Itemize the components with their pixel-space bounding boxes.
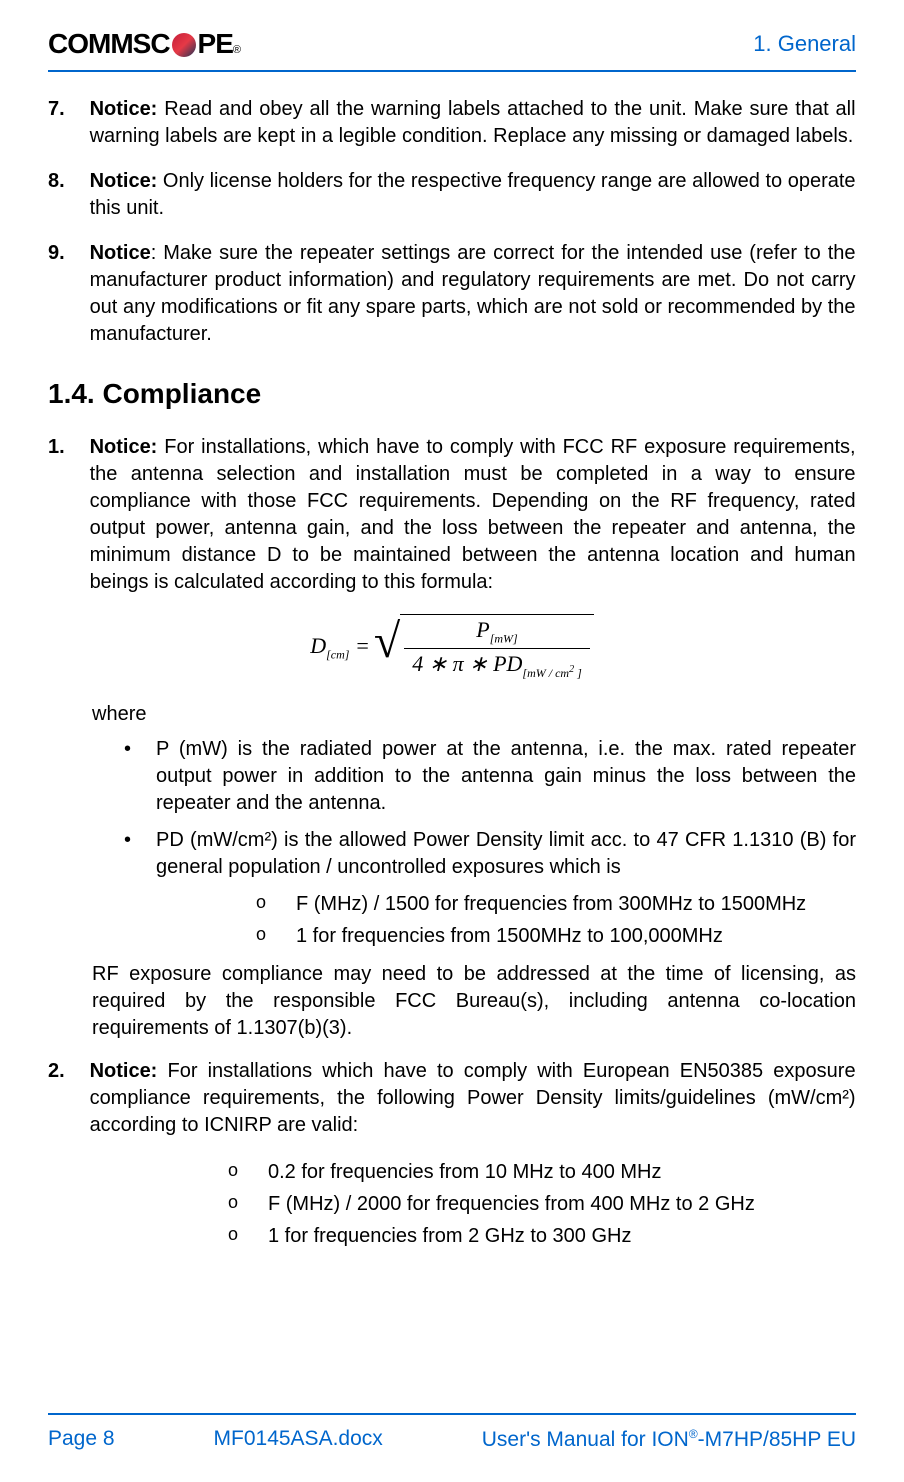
item-label: Notice:: [90, 436, 158, 458]
item-content: Notice: Make sure the repeater settings …: [84, 240, 856, 348]
sub-item: 1 for frequencies from 2 GHz to 300 GHz: [228, 1221, 856, 1251]
item-content: Notice: For installations, which have to…: [84, 434, 856, 596]
item-text: For installations which have to comply w…: [90, 1060, 856, 1136]
company-logo: COMMSC PE ®: [48, 28, 240, 60]
manual-title: User's Manual for ION®-M7HP/85HP EU: [482, 1427, 856, 1452]
item-text: : Make sure the repeater settings are co…: [90, 242, 856, 345]
d-sub: [cm]: [326, 647, 349, 661]
p-var: P: [476, 617, 489, 642]
rf-exposure-para: RF exposure compliance may need to be ad…: [92, 961, 856, 1042]
compliance-2: 2. Notice: For installations which have …: [48, 1058, 856, 1139]
notice-7: 7. Notice: Read and obey all the warning…: [48, 96, 856, 150]
sqrt-content: P[mW] 4 ∗ π ∗ PD[mW / cm2 ]: [400, 614, 594, 681]
sub-item: F (MHz) / 2000 for frequencies from 400 …: [228, 1189, 856, 1219]
pd-var: PD: [493, 651, 522, 676]
formula-left: D[cm] =: [310, 633, 370, 662]
item-label: Notice:: [90, 98, 158, 120]
bullet-item-p: P (mW) is the radiated power at the ante…: [124, 736, 856, 817]
globe-icon: [172, 33, 196, 57]
item-label: Notice:: [90, 1060, 158, 1082]
item-text: Read and obey all the warning labels att…: [90, 98, 856, 147]
sub-item: 1 for frequencies from 1500MHz to 100,00…: [256, 921, 856, 951]
item-number: 2.: [48, 1058, 78, 1085]
sub-item: 0.2 for frequencies from 10 MHz to 400 M…: [228, 1157, 856, 1187]
page-header: COMMSC PE ® 1. General: [48, 28, 856, 60]
logo-text-1: COMMSC: [48, 28, 170, 60]
denom-prefix: 4 ∗ π ∗: [412, 651, 493, 676]
sqrt-icon: √: [374, 628, 400, 695]
distance-formula: D[cm] = √ P[mW] 4 ∗ π ∗ PD[mW / cm2 ]: [48, 614, 856, 681]
section-label: 1. General: [753, 31, 856, 57]
where-label: where: [92, 703, 856, 726]
equals: =: [349, 633, 369, 658]
item-content: Notice: For installations which have to …: [84, 1058, 856, 1139]
bullet-list: P (mW) is the radiated power at the ante…: [124, 736, 856, 951]
item-number: 1.: [48, 434, 78, 461]
page-number: Page 8: [48, 1427, 115, 1452]
logo-text-2: PE: [198, 28, 233, 60]
page-footer: Page 8 MF0145ASA.docx User's Manual for …: [48, 1413, 856, 1452]
item-number: 8.: [48, 168, 78, 195]
item-text: Only license holders for the respective …: [90, 170, 856, 219]
item-label: Notice: [90, 242, 151, 264]
item-number: 9.: [48, 240, 78, 267]
bullet-item-pd: PD (mW/cm²) is the allowed Power Density…: [124, 827, 856, 951]
compliance-1: 1. Notice: For installations, which have…: [48, 434, 856, 596]
item-content: Notice: Only license holders for the res…: [84, 168, 856, 222]
header-divider: [48, 70, 856, 72]
sqrt-wrap: √ P[mW] 4 ∗ π ∗ PD[mW / cm2 ]: [374, 614, 594, 681]
notice-8: 8. Notice: Only license holders for the …: [48, 168, 856, 222]
sub-item: F (MHz) / 1500 for frequencies from 300M…: [256, 889, 856, 919]
sublist-pd: F (MHz) / 1500 for frequencies from 300M…: [256, 889, 856, 951]
logo-registered: ®: [233, 44, 240, 56]
item-text: For installations, which have to comply …: [90, 436, 856, 593]
item-label: Notice:: [90, 170, 158, 192]
frac-denominator: 4 ∗ π ∗ PD[mW / cm2 ]: [404, 649, 590, 680]
p-sub: [mW]: [490, 631, 518, 645]
doc-filename: MF0145ASA.docx: [214, 1427, 383, 1452]
d-var: D: [310, 633, 326, 658]
notice-9: 9. Notice: Make sure the repeater settin…: [48, 240, 856, 348]
sublist-icnirp: 0.2 for frequencies from 10 MHz to 400 M…: [228, 1157, 856, 1251]
compliance-heading: 1.4. Compliance: [48, 378, 856, 410]
item-number: 7.: [48, 96, 78, 123]
footer-divider: [48, 1413, 856, 1415]
pd-sub: [mW / cm2 ]: [522, 666, 581, 680]
frac-numerator: P[mW]: [468, 617, 525, 648]
item-content: Notice: Read and obey all the warning la…: [84, 96, 856, 150]
footer-row: Page 8 MF0145ASA.docx User's Manual for …: [48, 1427, 856, 1452]
